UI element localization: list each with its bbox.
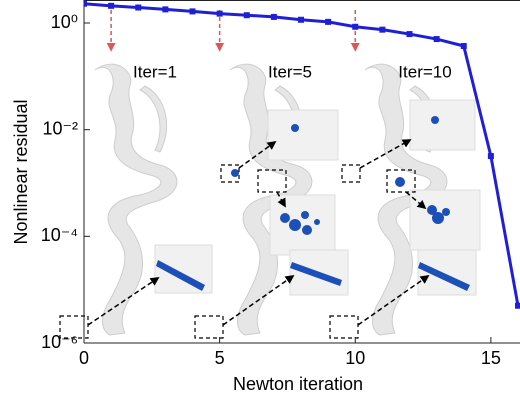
data-point <box>189 8 196 15</box>
data-point <box>352 23 359 30</box>
plot-area <box>84 0 520 309</box>
data-point <box>270 13 277 20</box>
data-point <box>379 26 386 33</box>
annotation: Iter=1 <box>133 62 177 81</box>
y-tick-label: 10⁰ <box>51 12 78 32</box>
data-point <box>84 0 87 7</box>
annotation: Iter=10 <box>398 62 451 81</box>
data-point <box>108 2 115 9</box>
vessel-illustrations <box>59 63 481 339</box>
x-tick-label: 5 <box>215 348 225 368</box>
data-point <box>298 16 304 23</box>
annotation: Iter=5 <box>268 62 312 81</box>
y-tick-label: 10⁻⁶ <box>41 332 78 352</box>
x-tick-label: 0 <box>79 348 89 368</box>
y-tick-label: 10⁻⁴ <box>41 225 78 245</box>
data-point <box>243 12 250 19</box>
y-tick-label: 10⁻² <box>42 118 78 138</box>
x-tick-label: 10 <box>345 348 365 368</box>
y-axis-label: Nonlinear residual <box>11 99 31 244</box>
data-point <box>325 18 332 25</box>
data-point <box>487 153 494 160</box>
data-point <box>406 31 413 38</box>
data-point <box>216 10 223 17</box>
data-point <box>135 4 142 11</box>
x-axis-label: Newton iteration <box>233 374 363 394</box>
data-point <box>162 6 169 13</box>
data-point <box>433 36 440 43</box>
data-point <box>460 43 467 50</box>
x-tick-label: 15 <box>481 348 501 368</box>
data-point <box>515 302 520 309</box>
